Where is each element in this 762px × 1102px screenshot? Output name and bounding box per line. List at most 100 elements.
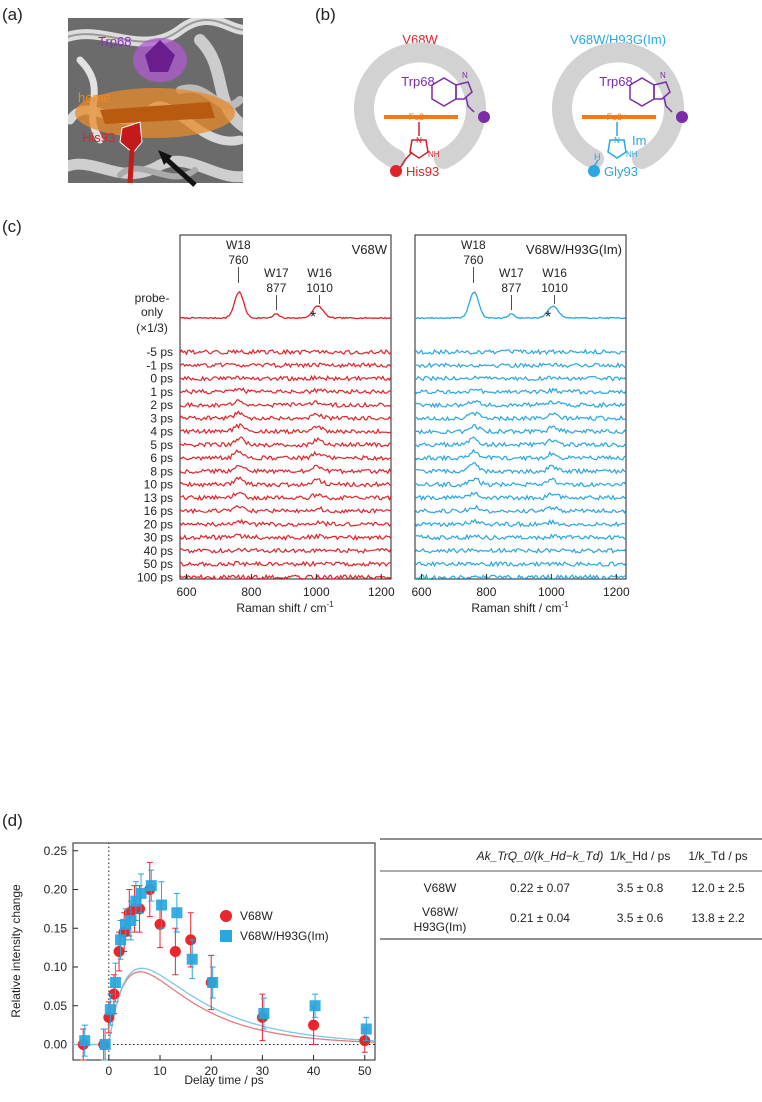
raman-xtick-label: 800 — [476, 585, 496, 599]
kin-xtick-label: 20 — [205, 1064, 219, 1078]
kin-point-v68w — [108, 988, 120, 1000]
delay-label: -5 ps — [146, 345, 173, 359]
kin-fit-curve — [73, 967, 375, 1046]
panel-label-a: (a) — [2, 5, 23, 24]
raman-v68w-trace — [180, 476, 391, 488]
raman-h93g-trace — [415, 547, 626, 554]
kin-point-v68w — [308, 1019, 320, 1031]
raman-h93g-trace — [415, 348, 626, 356]
raman-v68w-trace — [180, 399, 391, 409]
kin-ytick-label: 0.15 — [44, 921, 68, 935]
scheme-v68w-n: N — [416, 136, 422, 145]
kin-xtick-label: 50 — [358, 1064, 372, 1078]
kin-point-h93g — [145, 880, 157, 892]
raman-v68w-trace — [180, 410, 391, 422]
raman-h93g-xlabel-sup: -1 — [561, 600, 569, 609]
delay-label: 16 ps — [144, 504, 173, 518]
protein-structure-image — [68, 18, 243, 187]
probe-label-3: (×1/3) — [136, 321, 168, 335]
raman-v68w-trace — [180, 547, 391, 554]
kin-point-h93g — [156, 899, 168, 911]
raman-panel-v68w: V68W — [179, 234, 392, 580]
kin-point-h93g — [171, 907, 183, 919]
delay-label: 0 ps — [150, 372, 173, 386]
kinetics-xlabel: Delay time / ps — [184, 1073, 263, 1087]
svg-text:Raman shift / cm-1: Raman shift / cm-1 — [236, 600, 334, 615]
raman-v68w-trace — [180, 448, 391, 462]
scheme-h93g-indole-n: N — [660, 71, 666, 80]
scheme-v68w-trp: Trp68 — [401, 74, 434, 89]
kinetics-ylabel: Relative intensity change — [9, 884, 23, 1018]
scheme-h93g-n: N — [614, 136, 620, 145]
raman-h93g-trace — [415, 462, 626, 475]
panel-label-d: (d) — [2, 811, 23, 830]
panel-label-b: (b) — [315, 5, 336, 24]
raman-h93g-trace — [415, 573, 626, 579]
peak-label-name: W18 — [226, 238, 251, 252]
table-row1-v3: 12.0 ± 2.5 — [691, 881, 745, 895]
delay-label: 6 ps — [150, 451, 173, 465]
heme-label-a: heme — [78, 90, 111, 105]
raman-v68w-trace — [180, 518, 391, 528]
delay-label: 13 ps — [144, 491, 173, 505]
table-header-col1: Ak_TrQ_0/(k_Hd−k_Td) — [476, 849, 604, 863]
kin-point-h93g — [186, 953, 198, 965]
raman-v68w-trace — [180, 560, 391, 568]
raman-xtick-label: 1200 — [603, 585, 630, 599]
table-row1-v1: 0.22 ± 0.07 — [510, 881, 570, 895]
raman-h93g-trace — [415, 491, 626, 502]
table-row2-name: V68W/ — [422, 905, 459, 919]
kin-ytick-label: 0.05 — [44, 999, 68, 1013]
raman-xtick-label: 1200 — [368, 585, 395, 599]
peak-label-position: 877 — [501, 281, 521, 295]
raman-v68w-xlabel: Raman shift / cm-1 — [236, 600, 334, 615]
peak-label-name: W17 — [499, 266, 524, 280]
kinetic-parameters-table: Ak_TrQ_0/(k_Hd−k_Td) 1/k_Hd / ps 1/k_Td … — [380, 838, 762, 940]
delay-label: 3 ps — [150, 411, 173, 425]
kin-point-h93g — [104, 1004, 116, 1016]
delay-label: 40 ps — [144, 544, 173, 558]
raman-h93g-trace — [415, 477, 626, 488]
peak-label-name: W16 — [307, 266, 332, 280]
raman-h93g-xlabel-text: Raman shift / cm — [471, 601, 561, 615]
raman-v68w-trace — [180, 387, 391, 395]
raman-v68w-probe-trace — [180, 290, 391, 320]
raman-v68w-trace — [180, 573, 391, 579]
kin-ytick-label: 0.20 — [44, 883, 68, 897]
delay-label: 100 ps — [137, 570, 173, 584]
scheme-v68w-nh: NH — [428, 150, 440, 159]
kinetics-frame — [72, 842, 376, 1061]
raman-h93g-trace — [415, 361, 626, 369]
peak-label-name: W16 — [542, 266, 567, 280]
raman-xtick-label: 600 — [411, 585, 431, 599]
panel-label-c: (c) — [2, 217, 22, 236]
peak-label-position: 760 — [463, 253, 483, 267]
scheme-v68w-fe: Fe3+ — [409, 112, 430, 122]
kin-ytick-label: 0.10 — [44, 960, 68, 974]
kinetics-plot: 0 10 20 30 40 50 0.00 0.05 0.10 0.15 0.20 0.25 — [44, 842, 376, 1078]
raman-v68w-trace — [180, 491, 391, 502]
probe-label-2: only — [141, 305, 163, 319]
kin-point-h93g — [99, 1039, 111, 1050]
raman-v68w-trace — [180, 464, 391, 475]
legend-label-h93g: V68W/H93G(Im) — [240, 929, 329, 943]
raman-xtick-label: 1000 — [538, 585, 565, 599]
table-row2-v2: 3.5 ± 0.6 — [617, 911, 664, 925]
raman-h93g-xlabel: Raman shift / cm-1 — [471, 600, 569, 615]
kin-xtick-label: 10 — [153, 1064, 167, 1078]
raman-panel-h93g: V68W/H93G(Im) — [414, 234, 627, 580]
scheme-v68w-his: His93 — [406, 164, 439, 179]
peak-star: * — [545, 309, 551, 326]
kin-point-v68w — [169, 946, 181, 957]
raman-h93g-trace — [415, 504, 626, 515]
delay-label: 2 ps — [150, 398, 173, 412]
raman-v68w-xlabel-sup: -1 — [326, 600, 334, 609]
raman-h93g-trace — [415, 387, 626, 395]
raman-v68w-trace — [180, 348, 391, 356]
scheme-h93g: V68W/H93G(Im) N Trp68 Fe3+ N NH Im H Gly… — [552, 32, 688, 179]
delay-label: 4 ps — [150, 425, 173, 439]
raman-xtick-label: 600 — [176, 585, 196, 599]
raman-v68w-trace — [180, 504, 391, 515]
raman-h93g-trace — [415, 518, 626, 528]
raman-v68w-trace — [180, 374, 391, 382]
